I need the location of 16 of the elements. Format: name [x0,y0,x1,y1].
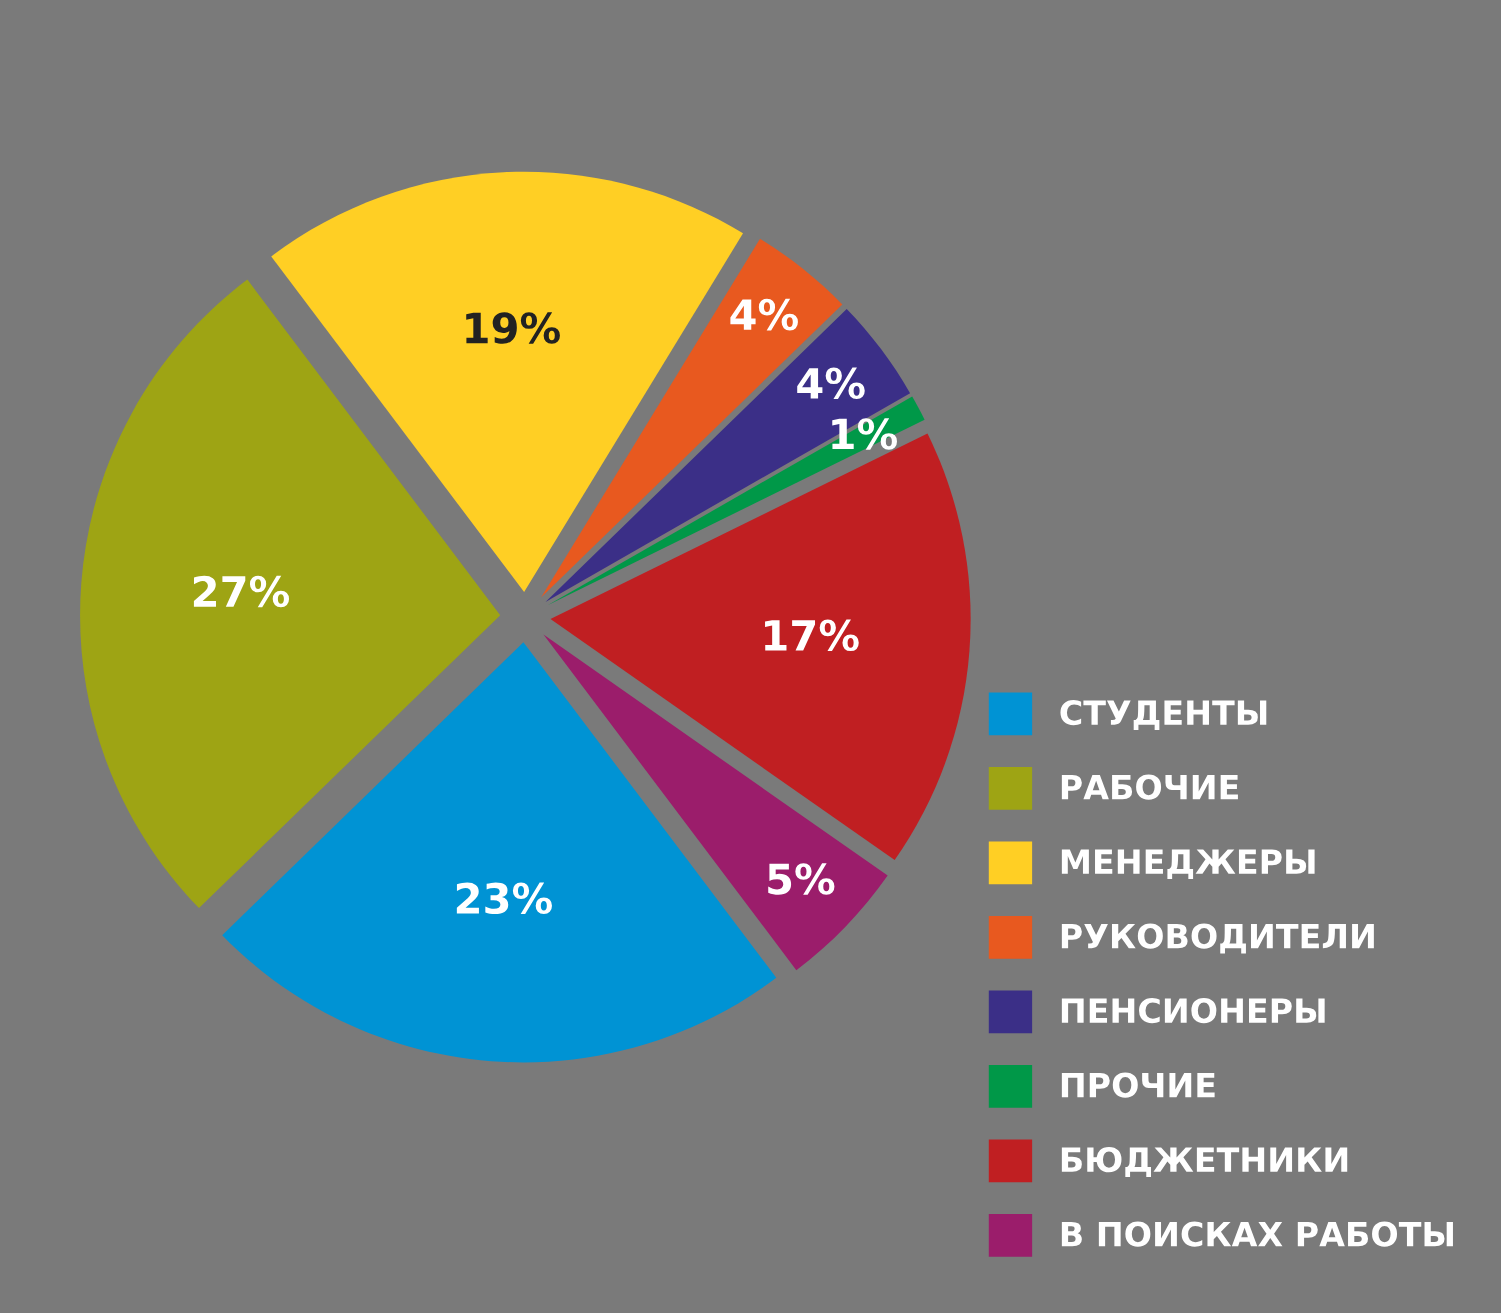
legend-label: СТУДЕНТЫ [1060,700,1267,730]
legend-label: БЮДЖЕТНИКИ [1061,1147,1348,1177]
data-label: 27% [193,575,290,608]
legend-label: РАБОЧИЕ [1061,774,1238,800]
data-label: 4% [797,367,865,400]
data-label: 23% [456,882,552,915]
data-label: 19% [466,312,560,344]
data-label: 17% [765,619,859,652]
legend-label: РУКОВОДИТЕЛИ [1061,923,1374,954]
data-label: 4% [730,298,798,331]
legend-label: В ПОИСКАХ РАБОТЫ [1061,1221,1453,1247]
legend-label: ПРОЧИЕ [1061,1072,1215,1098]
legend-label: МЕНЕДЖЕРЫ [1061,849,1315,879]
data-label: 1% [832,418,897,450]
data-label: 5% [768,863,835,895]
legend-label: ПЕНСИОНЕРЫ [1061,998,1325,1024]
